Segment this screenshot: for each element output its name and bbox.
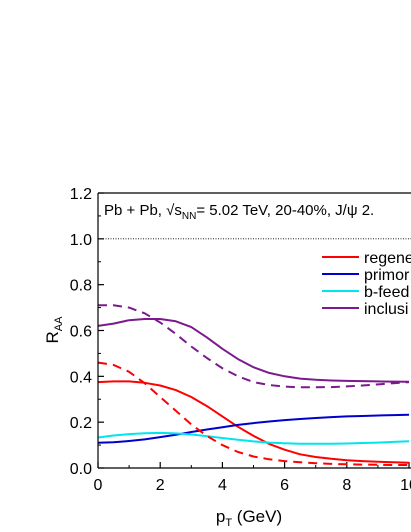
y-tick-label: 0.2: [70, 415, 92, 432]
x-tick-label: 2: [156, 477, 165, 494]
y-axis-title: RAA: [43, 316, 65, 344]
dashed-series-line-5: [98, 304, 410, 389]
y-tick-label: 1.2: [70, 186, 92, 203]
x-tick-label: 4: [218, 477, 227, 494]
x-tick-label: 10: [400, 477, 411, 494]
y-tick-label: 1.0: [70, 232, 92, 249]
x-tick-label: 8: [342, 477, 351, 494]
y-axis-ticks: 0.0 0.2 0.4 0.6 0.8 1.0 1.2: [70, 186, 104, 478]
dashed-series-line-4: [98, 361, 409, 466]
series-layer: [98, 304, 410, 466]
legend-label: regene: [364, 250, 411, 267]
legend-label: b-feed: [364, 284, 409, 301]
legend-label: primor: [364, 267, 410, 284]
series-line-2: [98, 431, 410, 445]
x-tick-label: 0: [94, 477, 103, 494]
series-line-3: [98, 318, 410, 383]
annotation: Pb + Pb, √sNN= 5.02 TeV, 20-40%, J/ψ 2.: [104, 202, 374, 222]
series-line-1: [98, 413, 410, 444]
y-tick-label: 0.0: [70, 461, 92, 478]
x-axis-title: pT (GeV): [216, 507, 282, 529]
legend-label: inclusi: [364, 301, 408, 318]
x-tick-label: 6: [280, 477, 289, 494]
series-line-0: [98, 380, 410, 464]
y-tick-label: 0.6: [70, 324, 92, 341]
x-axis-ticks: 0 2 4 6 8 10: [94, 462, 411, 494]
plot-frame: [97, 192, 411, 469]
y-tick-label: 0.8: [70, 278, 92, 295]
y-tick-label: 0.4: [70, 369, 92, 386]
